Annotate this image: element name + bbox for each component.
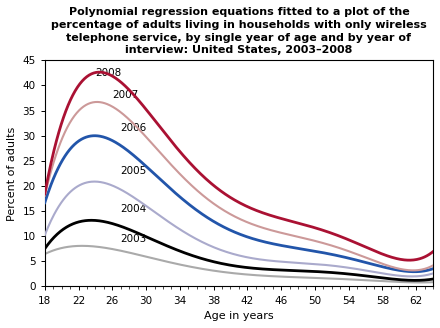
Text: 2003: 2003: [121, 234, 147, 244]
Text: 2006: 2006: [121, 123, 147, 133]
Y-axis label: Percent of adults: Percent of adults: [7, 126, 17, 220]
Text: 2004: 2004: [121, 204, 147, 214]
X-axis label: Age in years: Age in years: [204, 311, 274, 321]
Text: 2005: 2005: [121, 166, 147, 176]
Text: 2007: 2007: [112, 91, 139, 100]
Title: Polynomial regression equations fitted to a plot of the
percentage of adults liv: Polynomial regression equations fitted t…: [51, 7, 427, 55]
Text: 2008: 2008: [95, 68, 122, 78]
